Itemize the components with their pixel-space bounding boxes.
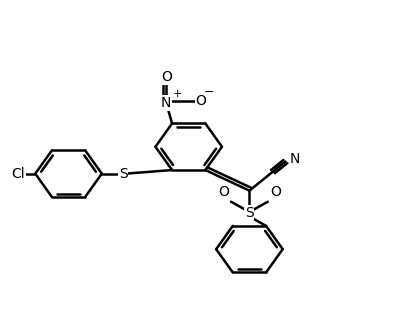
Text: S: S: [119, 167, 128, 181]
Text: N: N: [161, 96, 172, 110]
Text: S: S: [245, 206, 254, 220]
Text: O: O: [218, 185, 229, 200]
Text: −: −: [204, 86, 215, 99]
Text: N: N: [290, 152, 301, 166]
Text: Cl: Cl: [12, 167, 25, 181]
Text: O: O: [161, 70, 172, 84]
Text: O: O: [270, 185, 281, 200]
Text: +: +: [173, 89, 183, 99]
Text: O: O: [196, 94, 206, 108]
